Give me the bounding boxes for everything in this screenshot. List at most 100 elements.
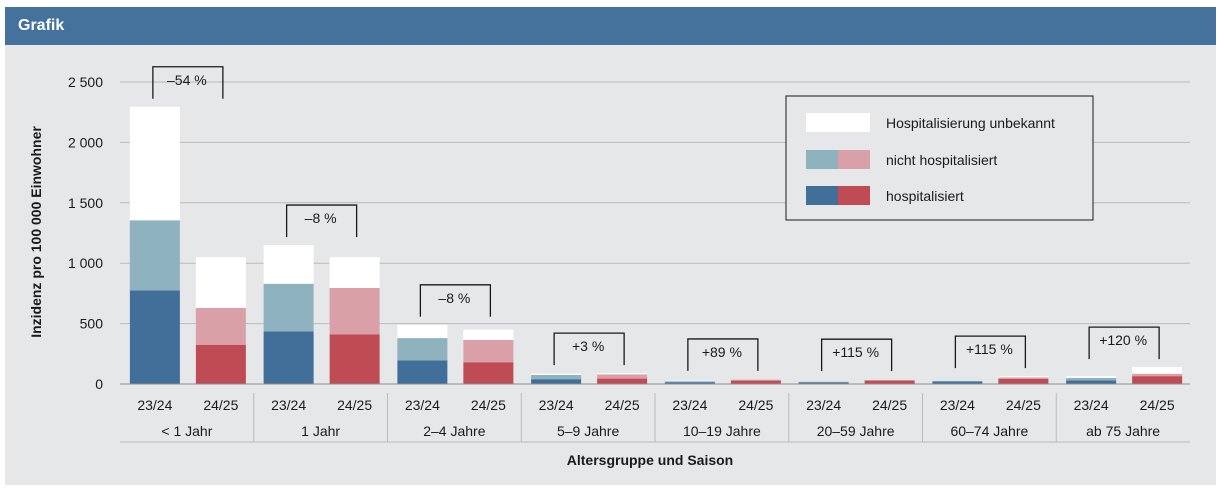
y-tick-label: 500 [80, 316, 104, 332]
bar-segment-unknown [1132, 367, 1183, 374]
change-label: +115 % [832, 344, 879, 360]
y-axis-label: Inzidenz pro 100 000 Einwohner [28, 126, 44, 338]
bar-segment-unknown [129, 106, 180, 221]
x-axis-label: Altersgruppe und Saison [567, 452, 733, 468]
y-tick-label: 1 000 [68, 255, 103, 271]
bar-segment-hosp [1066, 380, 1117, 384]
x-group-label: 60–74 Jahre [950, 423, 1028, 439]
y-tick-label: 1 500 [68, 195, 103, 211]
bar-segment-unknown [263, 245, 314, 284]
y-tick-label: 0 [95, 376, 103, 392]
y-tick-label: 2 000 [68, 134, 103, 150]
bar-segment-not-hosp [1066, 377, 1117, 381]
legend-swatch-unknown [806, 113, 870, 132]
x-tick-label: 23/24 [137, 397, 172, 413]
bar-segment-hosp [998, 378, 1049, 384]
x-tick-label: 24/25 [337, 397, 372, 413]
bar-segment-not-hosp [998, 377, 1049, 379]
x-group-label: 20–59 Jahre [817, 423, 895, 439]
x-tick-label: 23/24 [539, 397, 574, 413]
panel-header: Grafik [5, 7, 1216, 45]
x-tick-label: 23/24 [271, 397, 306, 413]
bar-segment-hosp [397, 360, 448, 384]
change-bracket [152, 66, 224, 99]
x-tick-label: 23/24 [672, 397, 707, 413]
bar-segment-unknown [397, 324, 448, 339]
change-bracket [1088, 326, 1160, 360]
bar-segment-hosp [463, 362, 514, 384]
bar-segment-hosp [664, 382, 715, 384]
bar-segment-unknown [1066, 376, 1117, 378]
bar-segment-not-hosp [195, 307, 246, 345]
change-label: +89 % [702, 344, 742, 360]
bar-segment-not-hosp [1132, 373, 1183, 377]
bar-segment-not-hosp [664, 381, 715, 383]
bar-segment-not-hosp [730, 379, 781, 381]
bar-segment-hosp [597, 378, 648, 384]
x-tick-label: 24/25 [471, 397, 506, 413]
legend-label: nicht hospitalisiert [886, 152, 997, 168]
bar-segment-hosp [864, 380, 915, 384]
bar-segment-unknown [932, 380, 983, 381]
change-bracket [820, 338, 893, 372]
bar-segment-hosp [329, 334, 380, 384]
bar-segment-not-hosp [329, 287, 380, 335]
x-group-label: 5–9 Jahre [557, 423, 619, 439]
bar-segment-not-hosp [531, 374, 582, 380]
bar-segment-hosp [531, 379, 582, 384]
bar-segment-hosp [798, 382, 849, 384]
legend-swatch-not-hosp-2425 [838, 150, 870, 169]
x-tick-label: 24/25 [203, 397, 238, 413]
x-tick-label: 24/25 [872, 397, 907, 413]
change-bracket [687, 338, 759, 371]
x-group-label: ab 75 Jahre [1086, 423, 1160, 439]
x-group-label: 2–4 Jahre [423, 423, 485, 439]
change-label: –8 % [438, 290, 470, 306]
panel-title: Grafik [18, 17, 65, 34]
legend-swatch-hosp-2425 [838, 186, 870, 205]
change-bracket [285, 204, 358, 238]
bar-segment-not-hosp [798, 381, 849, 383]
bar-segment-not-hosp [932, 380, 983, 382]
bar-segment-not-hosp [397, 338, 448, 361]
x-group-label: < 1 Jahr [161, 423, 212, 439]
change-bracket [553, 332, 625, 366]
change-label: –54 % [167, 72, 207, 88]
x-group-label: 10–19 Jahre [683, 423, 761, 439]
bar-segment-not-hosp [864, 379, 915, 381]
change-bracket [419, 284, 492, 317]
legend-swatch-hosp-2324 [806, 186, 838, 205]
x-tick-label: 23/24 [1074, 397, 1109, 413]
bar-segment-hosp [730, 380, 781, 384]
bar-segment-unknown [463, 329, 514, 340]
change-label: +115 % [966, 341, 1013, 357]
bar-segment-not-hosp [597, 374, 648, 379]
bar-segment-hosp [932, 381, 983, 384]
bar-segment-unknown [998, 376, 1049, 378]
bar-segment-unknown [531, 373, 582, 375]
legend-swatch-not-hosp-2324 [806, 150, 838, 169]
legend-label: Hospitalisierung unbekannt [886, 115, 1055, 131]
x-tick-label: 23/24 [940, 397, 975, 413]
bar-segment-hosp [195, 344, 246, 384]
bar-segment-not-hosp [263, 283, 314, 332]
x-tick-label: 23/24 [405, 397, 440, 413]
bar-segment-unknown [597, 373, 648, 375]
bar-segment-unknown [195, 257, 246, 308]
change-bracket [954, 335, 1027, 369]
x-tick-label: 23/24 [806, 397, 841, 413]
x-tick-label: 24/25 [605, 397, 640, 413]
bar-segment-hosp [1132, 376, 1183, 384]
x-tick-label: 24/25 [738, 397, 773, 413]
bar-segment-unknown [329, 257, 380, 288]
legend-label: hospitalisiert [886, 188, 964, 204]
change-label: –8 % [305, 210, 337, 226]
y-tick-label: 2 500 [68, 74, 103, 90]
bar-segment-not-hosp [463, 339, 514, 363]
x-tick-label: 24/25 [1006, 397, 1041, 413]
bar-segment-not-hosp [129, 220, 180, 291]
x-group-label: 1 Jahr [301, 423, 340, 439]
change-label: +3 % [572, 338, 604, 354]
bar-segment-hosp [263, 331, 314, 384]
